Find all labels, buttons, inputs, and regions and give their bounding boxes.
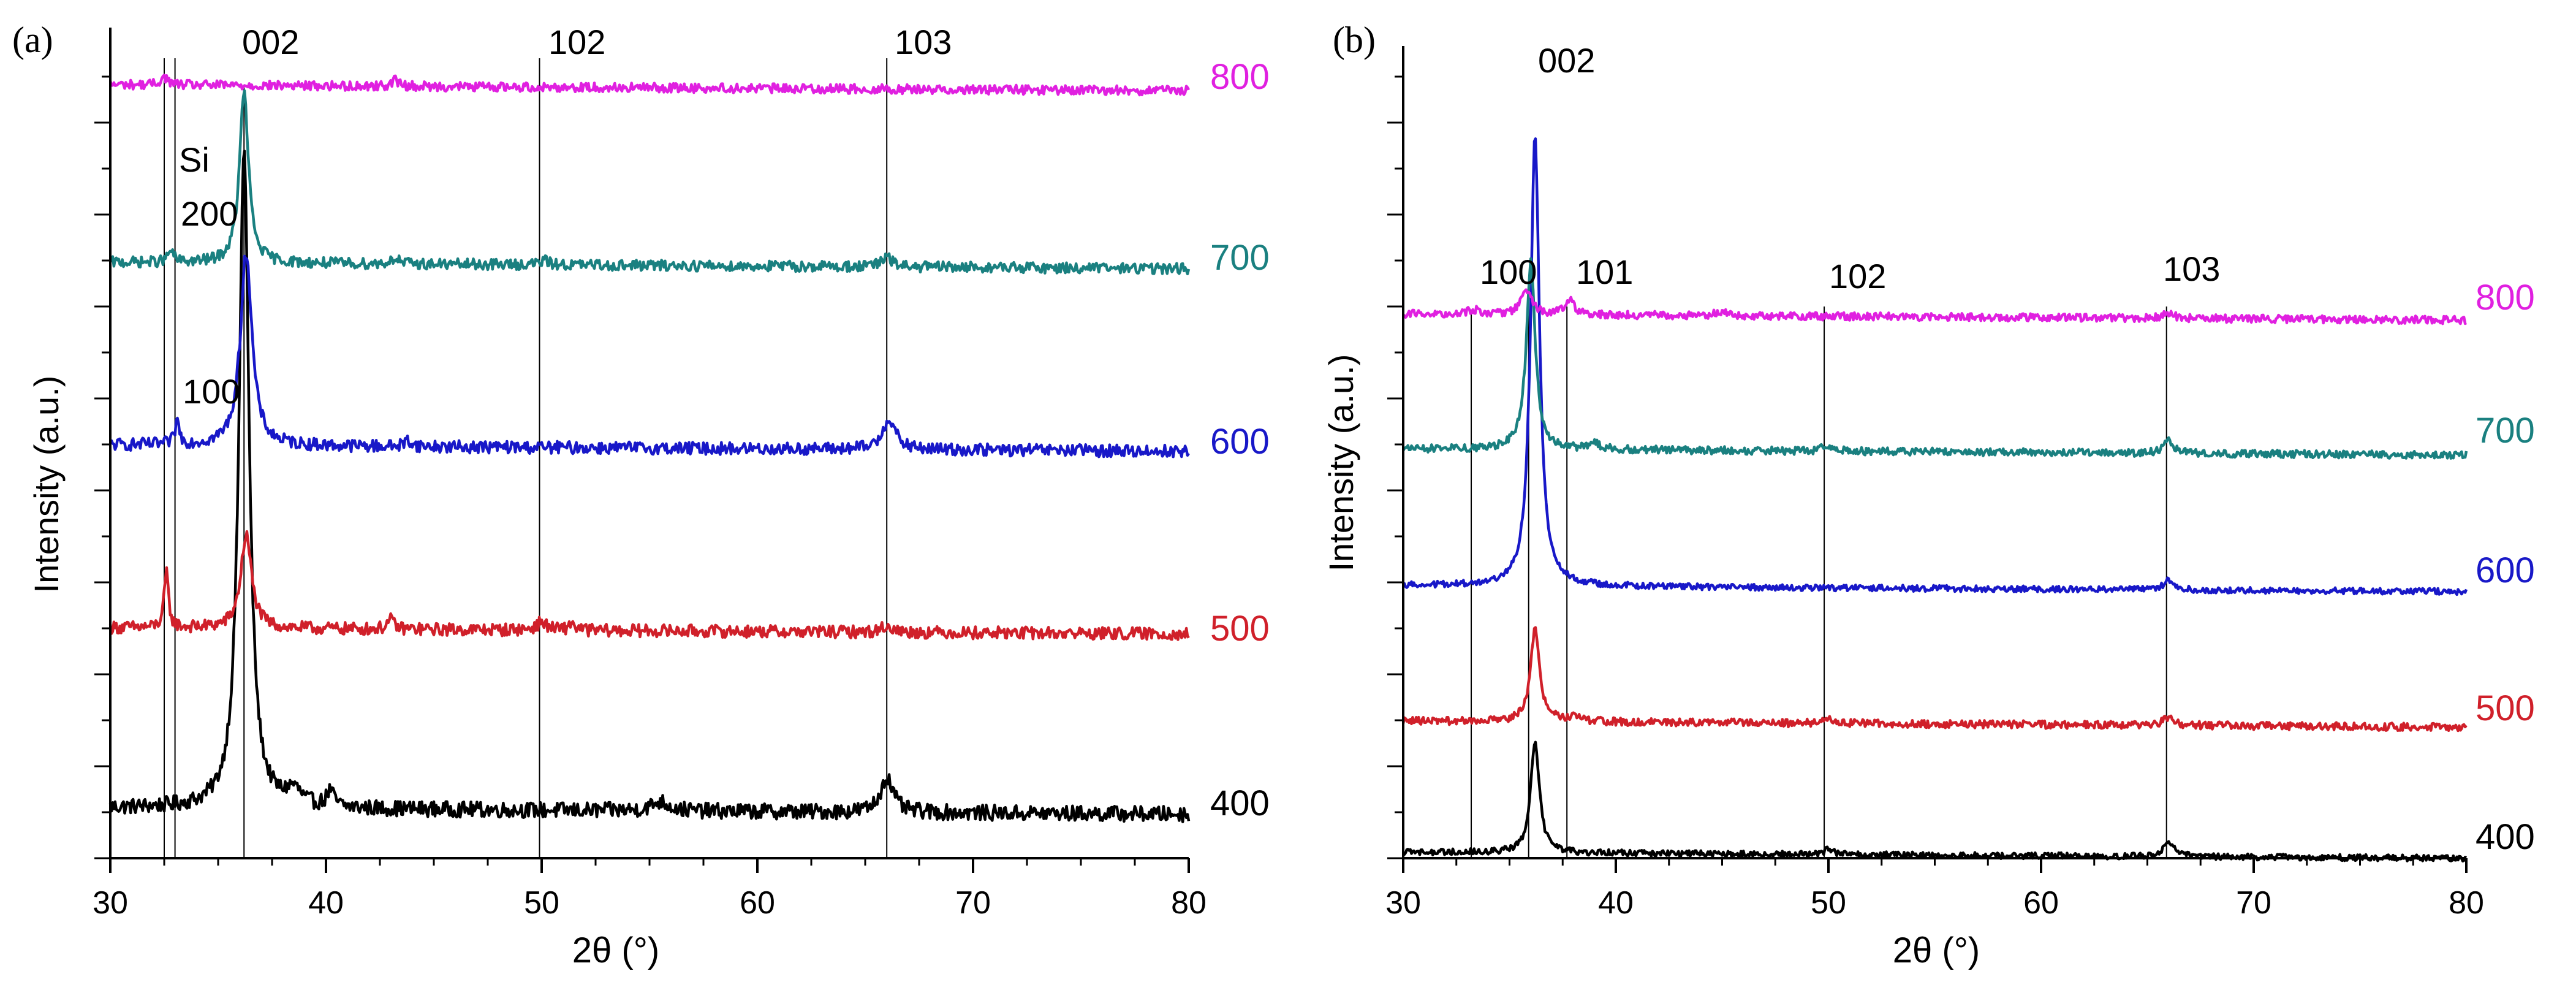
series-400-label: 400 (2476, 817, 2535, 857)
series-400-line (1403, 741, 2468, 862)
peak-label-101: 101 (1576, 253, 1633, 291)
panel-a-temperature-labels: 400 500 600 700 800 (1210, 57, 1270, 823)
series-500-line (1401, 626, 2468, 733)
peak-label-102: 102 (1829, 257, 1886, 295)
x-tick-label: 70 (2236, 885, 2271, 921)
series-800-label: 800 (1210, 57, 1270, 97)
panel-b-y-ticks (1387, 75, 1403, 859)
x-tick-label: 60 (740, 885, 775, 921)
peak-label-200: 200 (181, 194, 238, 233)
series-700-line (108, 89, 1191, 276)
x-tick-label: 50 (1811, 885, 1846, 921)
panel-a-axes (109, 28, 1189, 859)
peak-label-002: 002 (1538, 41, 1595, 80)
panel-a-series (108, 74, 1191, 823)
panel-a-reference-lines (164, 58, 888, 857)
panel-b-label: (b) (1333, 20, 1376, 60)
peak-label-si: Si (179, 140, 210, 179)
peak-label-103: 103 (2163, 249, 2220, 288)
panel-b-x-ticks: 30 40 50 60 70 80 (1385, 858, 2484, 921)
x-tick-label: 40 (1598, 885, 1634, 921)
x-tick-label: 80 (2449, 885, 2484, 921)
x-tick-label: 40 (308, 885, 344, 921)
panel-b-series (1401, 137, 2468, 862)
series-500-label: 500 (2476, 688, 2535, 728)
series-700-line (1402, 257, 2468, 460)
series-800-label: 800 (2476, 278, 2535, 318)
series-600-label: 600 (1210, 422, 1270, 462)
peak-label-002: 002 (242, 23, 299, 61)
panel-a-y-ticks (94, 75, 110, 859)
series-700-label: 700 (1210, 238, 1270, 278)
panel-b-reference-lines (1471, 288, 2167, 857)
panel-a-peak-annotations: 002 102 103 Si 200 100 (179, 23, 952, 411)
peak-label-100: 100 (183, 372, 240, 411)
series-600-label: 600 (2476, 550, 2535, 590)
series-500-line (108, 530, 1190, 641)
x-tick-label: 70 (955, 885, 991, 921)
series-700-label: 700 (2476, 411, 2535, 451)
series-400-line (108, 150, 1191, 823)
panel-b-temperature-labels: 400 500 600 700 800 (2476, 278, 2535, 857)
peak-label-102: 102 (548, 23, 605, 61)
peak-label-100: 100 (1480, 253, 1537, 291)
panel-b-ylabel: Intensity (a.u.) (1322, 354, 1360, 572)
series-400-label: 400 (1210, 783, 1270, 823)
series-800-line (108, 74, 1191, 97)
panel-a-ylabel: Intensity (a.u.) (27, 376, 66, 593)
x-tick-label: 30 (93, 885, 128, 921)
panel-b: (b) Intensity (a.u.) 2θ (°) 30 40 50 60 70 80… (1322, 20, 2535, 970)
series-600-line (1401, 137, 2468, 596)
panel-b-peak-annotations: 002 100 101 102 103 (1480, 41, 2220, 295)
x-tick-label: 30 (1385, 885, 1421, 921)
peak-label-103: 103 (895, 23, 952, 61)
x-tick-label: 80 (1171, 885, 1207, 921)
series-500-label: 500 (1210, 609, 1270, 649)
panel-a: (a) Intensity (a.u.) 2θ (°) 30 40 50 60 70 80… (12, 20, 1270, 970)
panel-b-xlabel: 2θ (°) (1893, 931, 1980, 970)
panel-a-label: (a) (12, 20, 53, 60)
x-tick-label: 60 (2023, 885, 2059, 921)
panel-a-xlabel: 2θ (°) (572, 931, 659, 970)
series-600-line (110, 254, 1190, 459)
x-tick-label: 50 (524, 885, 559, 921)
series-800-line (1403, 288, 2468, 326)
panel-a-x-ticks: 30 40 50 60 70 80 (93, 858, 1207, 921)
